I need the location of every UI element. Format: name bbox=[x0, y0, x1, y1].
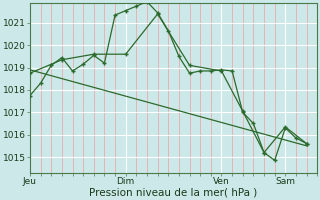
X-axis label: Pression niveau de la mer( hPa ): Pression niveau de la mer( hPa ) bbox=[90, 187, 258, 197]
